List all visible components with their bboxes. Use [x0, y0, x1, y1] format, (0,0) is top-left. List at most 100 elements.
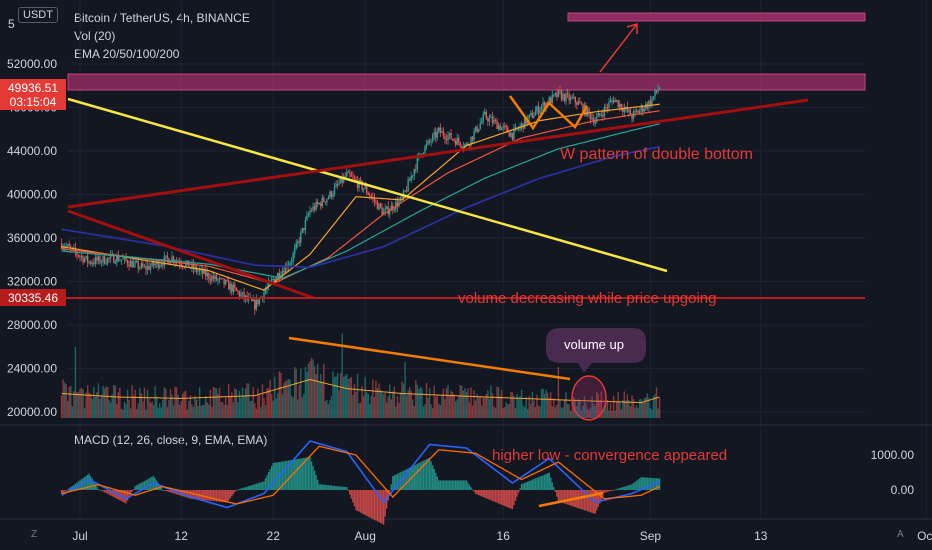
macd-histogram-bar: [323, 484, 325, 490]
volume-bar: [287, 379, 290, 418]
candle-body: [159, 265, 161, 268]
candle-body: [600, 114, 603, 116]
candle-body: [86, 255, 89, 263]
volume-bar: [134, 389, 136, 418]
candle-body: [476, 126, 478, 132]
macd-axis[interactable]: 1000.00 0.00: [871, 448, 915, 497]
volume-bar: [620, 409, 622, 418]
volume-bar: [599, 400, 601, 418]
volume-bar: [436, 395, 438, 418]
macd-histogram-bar: [540, 475, 543, 490]
support-price-label: 30335.46: [8, 291, 58, 305]
candle-body: [467, 143, 469, 145]
macd-histogram-bar: [172, 490, 175, 494]
volume-bar: [619, 401, 621, 418]
candle-body: [346, 171, 348, 177]
macd-histogram-bar: [465, 480, 468, 490]
macd-histogram-bar: [459, 480, 461, 490]
candle-body: [568, 94, 570, 101]
volume-bar: [450, 390, 452, 418]
candle-body: [237, 290, 239, 292]
macd-histogram-bar: [326, 485, 328, 490]
candle-body: [484, 111, 486, 115]
macd-histogram-bar: [395, 474, 397, 490]
volume-bar: [586, 408, 589, 418]
volume-bar: [421, 388, 423, 418]
candle-body: [152, 261, 155, 266]
volume-bar: [183, 391, 185, 418]
macd-histogram-bar: [637, 479, 639, 490]
volume-bar: [606, 400, 609, 418]
price-axis[interactable]: 52000.0048000.0044000.0040000.0036000.00…: [7, 57, 57, 419]
candle-body: [359, 179, 362, 182]
macd-histogram-bar: [579, 490, 581, 509]
volume-bar: [223, 404, 225, 418]
volume-bar: [453, 394, 455, 418]
currency-button[interactable]: USDT: [18, 7, 58, 23]
volume-bar: [221, 402, 224, 418]
volume-bar: [471, 405, 474, 418]
macd-histogram-bar: [628, 485, 630, 490]
macd-histogram-bar: [134, 486, 136, 490]
macd-histogram-bar: [169, 490, 172, 493]
volume-bar: [505, 402, 507, 418]
volume-bar: [508, 404, 511, 418]
candle-body: [234, 284, 236, 288]
candle-body: [352, 176, 354, 178]
candle-body: [582, 104, 584, 113]
volume-bar: [62, 379, 64, 418]
macd-histogram-bar: [527, 481, 529, 490]
volume-bar: [652, 395, 655, 418]
volume-bar: [323, 363, 325, 418]
macd-histogram-bar: [102, 490, 104, 492]
volume-bar: [116, 404, 118, 418]
volume-bar: [537, 405, 540, 418]
macd-histogram-bar: [366, 490, 368, 516]
macd-histogram-bar: [171, 490, 173, 493]
candle-body: [427, 140, 429, 144]
price-tick-label: 44000.00: [7, 144, 57, 158]
volume-bar: [422, 406, 425, 418]
timezone-button[interactable]: Z: [31, 529, 38, 540]
volume-bar: [602, 410, 604, 418]
macd-histogram-bar: [65, 490, 67, 491]
time-axis[interactable]: Jul 12 22 Aug 16 Sep 13 Oct: [72, 529, 932, 543]
candle-body: [76, 251, 78, 255]
candle-body: [442, 131, 445, 136]
volume-bar: [565, 392, 567, 418]
volume-bar: [333, 377, 336, 418]
candle-body: [189, 267, 192, 269]
candle-body: [316, 201, 319, 204]
macd-histogram-bar: [191, 490, 193, 499]
macd-histogram-bar: [67, 489, 69, 491]
time-tick-label: Oct: [917, 529, 932, 543]
macd-histogram-bar: [189, 490, 192, 499]
pane-separators: [0, 424, 932, 520]
candle-body: [474, 126, 477, 132]
candle-body: [631, 115, 633, 119]
candle-body: [614, 99, 616, 103]
candle-body: [488, 117, 491, 122]
candle-body: [82, 256, 84, 263]
macd-histogram-bar: [301, 458, 304, 490]
volume-bar: [157, 407, 159, 418]
volume-bar: [431, 408, 434, 418]
volume-bar: [278, 371, 281, 418]
macd-histogram-bar: [619, 488, 621, 490]
candle-body: [623, 108, 626, 112]
candle-body: [132, 262, 135, 268]
candle-body: [125, 256, 127, 261]
volume-bar: [405, 395, 408, 418]
volume-bar: [445, 388, 448, 418]
volume-bar: [344, 375, 346, 418]
auto-scale-button[interactable]: A: [897, 529, 904, 540]
macd-histogram-bar: [332, 485, 334, 490]
volume-bar: [477, 397, 480, 418]
macd-histogram-bar: [384, 490, 386, 517]
macd-histogram-bar: [309, 456, 311, 490]
volume-bar: [254, 403, 256, 418]
macd-histogram-bar: [264, 478, 267, 490]
candle-body: [375, 201, 377, 203]
candle-body: [128, 264, 130, 267]
